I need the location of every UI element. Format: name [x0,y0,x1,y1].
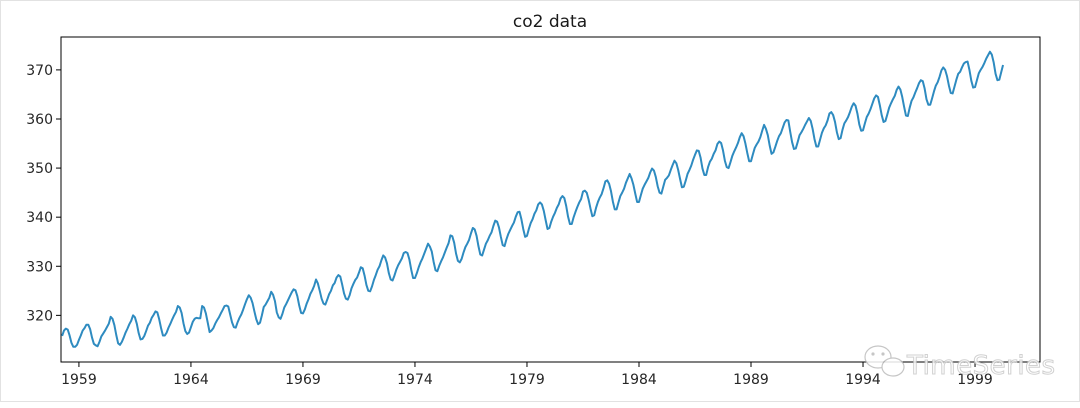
y-tick-label: 370 [26,63,53,79]
x-tick-label: 1979 [509,372,545,388]
x-tick-label: 1984 [621,372,657,388]
watermark-text: TimeSeries [906,351,1056,381]
chart-title: co2 data [513,12,587,32]
x-axis: 1959 1964 1969 1974 1979 1984 1989 1994 1999 [61,362,993,388]
x-tick-label: 1994 [845,372,881,388]
x-tick-label: 1974 [397,372,433,388]
series-line-co2 [61,50,1005,348]
x-tick-label: 1964 [173,372,209,388]
axes-box [60,36,1041,363]
y-tick-label: 340 [26,210,53,226]
y-tick-label: 330 [26,259,53,275]
wechat-icon [864,345,905,377]
watermark: TimeSeries [864,345,1056,382]
x-tick-label: 1989 [733,372,769,388]
x-tick-label: 1959 [61,372,97,388]
plot-area [60,36,1041,363]
y-tick-label: 360 [26,112,53,128]
y-axis: 320 330 340 350 360 370 [26,63,61,324]
co2-line-chart: co2 data 1959 1964 1969 1974 1979 1984 1989 199… [26,12,1056,388]
x-tick-label: 1999 [957,372,993,388]
y-tick-label: 350 [26,161,53,177]
y-tick-label: 320 [26,308,53,324]
x-tick-label: 1969 [285,372,321,388]
